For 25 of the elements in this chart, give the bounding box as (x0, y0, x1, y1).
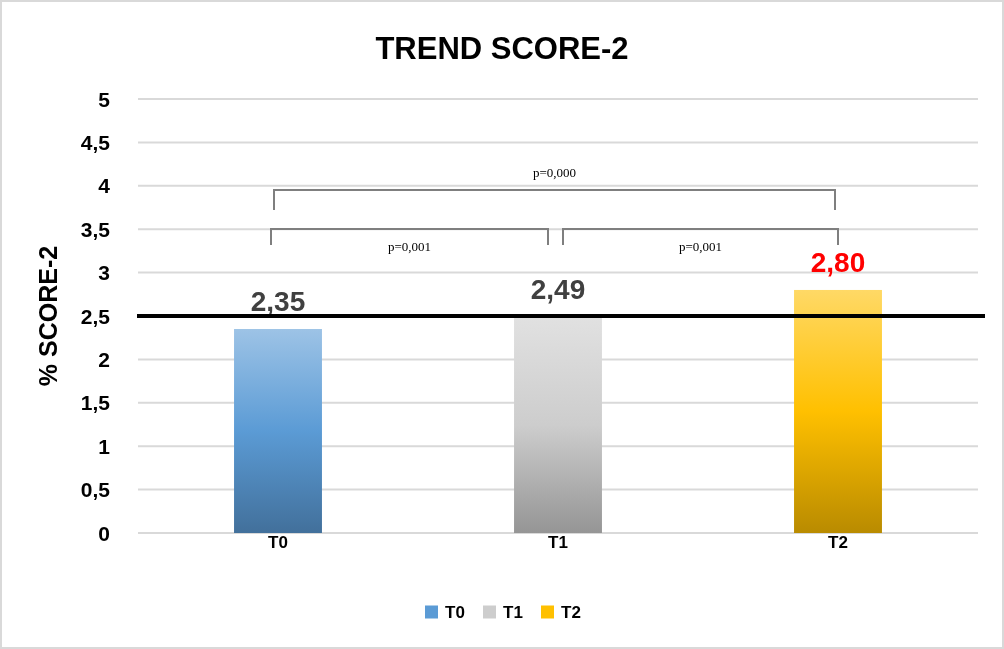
annotation: p=0,000 (532, 165, 577, 180)
data-label: 2,49 (530, 273, 586, 305)
y-tick-label: 5 (98, 87, 111, 111)
y-tick-label: 4,5 (80, 130, 111, 154)
y-tick-label: 1,5 (80, 391, 111, 415)
y-tick-label: 3,5 (80, 217, 111, 241)
y-tick-label: 1 (98, 434, 111, 458)
chart-title: TREND SCORE-2 (375, 31, 629, 66)
y-tick-label: 4 (98, 174, 111, 198)
legend-label: T0 (445, 603, 465, 622)
y-axis-title: % SCORE-2 (34, 245, 62, 387)
x-tick-label: T2 (828, 533, 848, 552)
x-tick-label: T1 (548, 533, 568, 552)
annotation: p=0,001 (387, 239, 432, 254)
data-label: 2,80 (810, 246, 866, 278)
legend-label: T1 (503, 603, 523, 622)
y-tick-label: 0,5 (80, 478, 111, 502)
y-tick-label: 2,5 (80, 304, 111, 328)
x-tick-label: T0 (268, 533, 288, 552)
annotation: p=0,001 (678, 239, 723, 254)
y-tick-label: 0 (98, 521, 110, 545)
y-tick-label: 2 (98, 347, 110, 371)
data-label: 2,35 (250, 286, 306, 318)
legend-label: T2 (561, 603, 581, 622)
y-tick-label: 3 (98, 261, 110, 285)
